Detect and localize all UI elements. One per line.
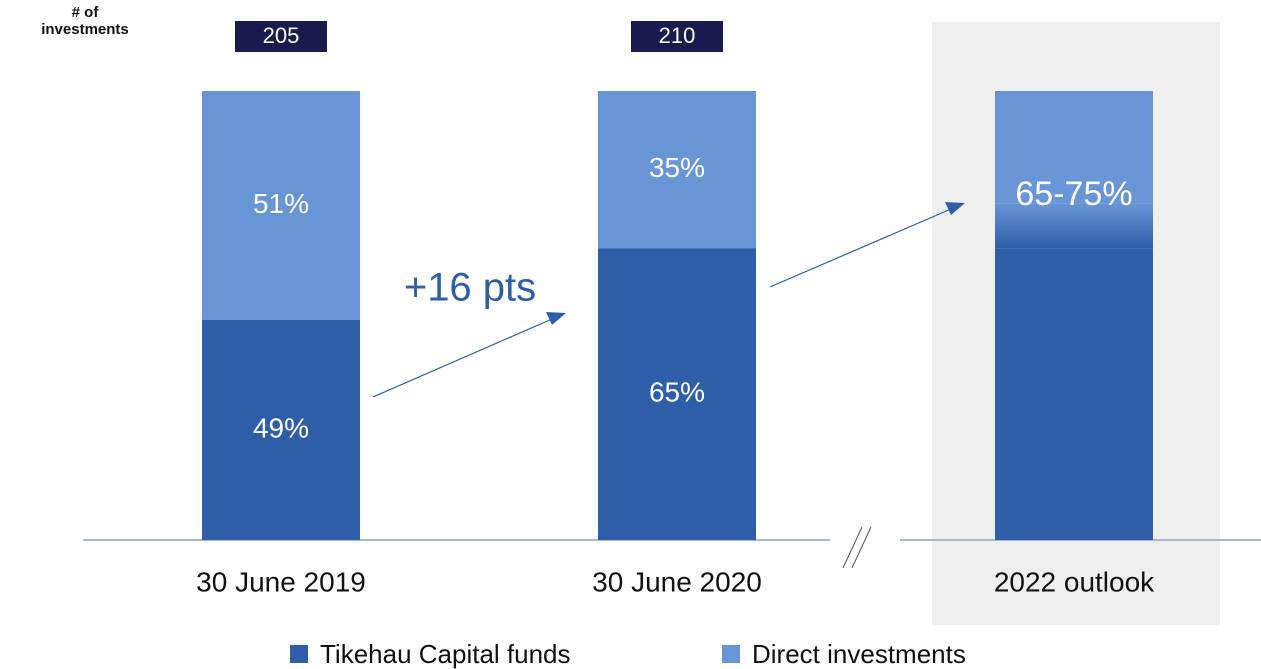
outlook-range [995,203,1153,249]
bar-segment [202,91,360,320]
axis-break [851,526,872,569]
bar-segment [598,248,756,540]
bar-segment [202,319,360,540]
legend-label: Tikehau Capital funds [320,639,571,669]
arrow [769,202,965,288]
outlook-top [995,91,1153,204]
count-box [235,21,327,52]
counts-label: # of investments [41,4,129,38]
x-tick-label: 30 June 2020 [592,566,762,597]
outlook-label: 65-75% [1015,175,1132,213]
axis-break [842,526,863,569]
legend-swatch [722,645,740,663]
legend-label: Direct investments [752,639,966,669]
outlook-base [995,248,1153,540]
value-label: 51% [253,188,309,219]
count-label: 210 [659,23,696,48]
count-box [631,21,723,52]
value-label: 35% [649,152,705,183]
x-tick-label: 2022 outlook [994,566,1155,597]
value-label: 49% [253,412,309,443]
legend-swatch [290,645,308,663]
arrow [372,312,566,398]
bar-segment [598,91,756,249]
x-tick-label: 30 June 2019 [196,566,366,597]
value-label: 65% [649,376,705,407]
count-label: 205 [263,23,300,48]
annotation: +16 pts [404,266,536,310]
